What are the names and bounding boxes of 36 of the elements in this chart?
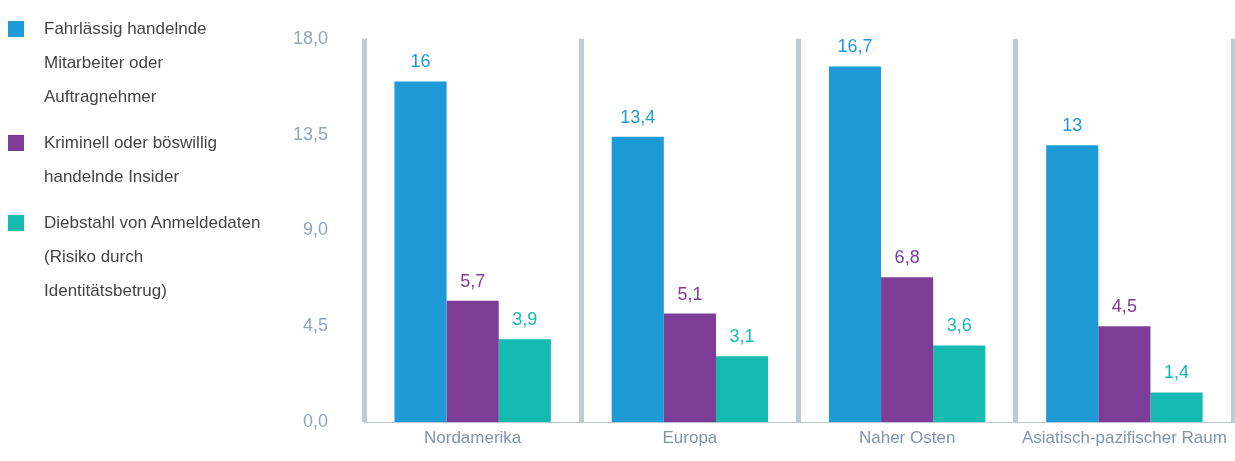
data-label: 5,1 bbox=[677, 283, 703, 304]
legend-label: Fahrlässig handelnde Mitarbeiter oder Auftragnehmer bbox=[44, 18, 208, 108]
bar bbox=[933, 345, 986, 423]
legend-label: Diebstahl von Anmeldedaten (Risiko durch Identitätsbetrug) bbox=[44, 212, 262, 302]
bar bbox=[663, 313, 716, 423]
bar bbox=[1098, 326, 1151, 423]
y-tick-label: 9,0 bbox=[303, 219, 329, 240]
bar bbox=[611, 136, 664, 423]
bar bbox=[1150, 392, 1203, 423]
x-tick-label: Nordamerika bbox=[424, 428, 522, 448]
data-label: 13 bbox=[1062, 115, 1083, 136]
x-tick-label: Naher Osten bbox=[858, 428, 956, 448]
data-label: 16,7 bbox=[837, 36, 873, 57]
data-label: 3,6 bbox=[946, 315, 972, 336]
x-tick-label: Europa bbox=[662, 428, 718, 448]
data-label: 1,4 bbox=[1164, 362, 1190, 383]
bar bbox=[394, 81, 447, 423]
data-label: 16 bbox=[410, 51, 431, 72]
bar bbox=[828, 66, 882, 423]
data-label: 5,7 bbox=[460, 270, 486, 291]
data-label: 6,8 bbox=[894, 247, 920, 268]
y-tick-label: 4,5 bbox=[303, 315, 329, 336]
y-tick-label: 13,5 bbox=[292, 123, 329, 144]
bar bbox=[498, 339, 551, 423]
data-label: 3,9 bbox=[512, 309, 538, 330]
y-tick-label: 18,0 bbox=[292, 27, 329, 48]
legend-label: Kriminell oder böswillig handelnde Insider bbox=[44, 132, 218, 188]
bar bbox=[715, 356, 769, 423]
bar bbox=[881, 277, 934, 423]
data-label: 4,5 bbox=[1111, 296, 1137, 317]
data-label: 3,1 bbox=[729, 326, 755, 347]
bar bbox=[1046, 145, 1099, 423]
bar bbox=[446, 300, 499, 423]
x-tick-label: Asiatisch-pazifischer Raum bbox=[1021, 428, 1227, 448]
y-tick-label: 0,0 bbox=[303, 411, 329, 432]
data-label: 13,4 bbox=[620, 106, 656, 127]
